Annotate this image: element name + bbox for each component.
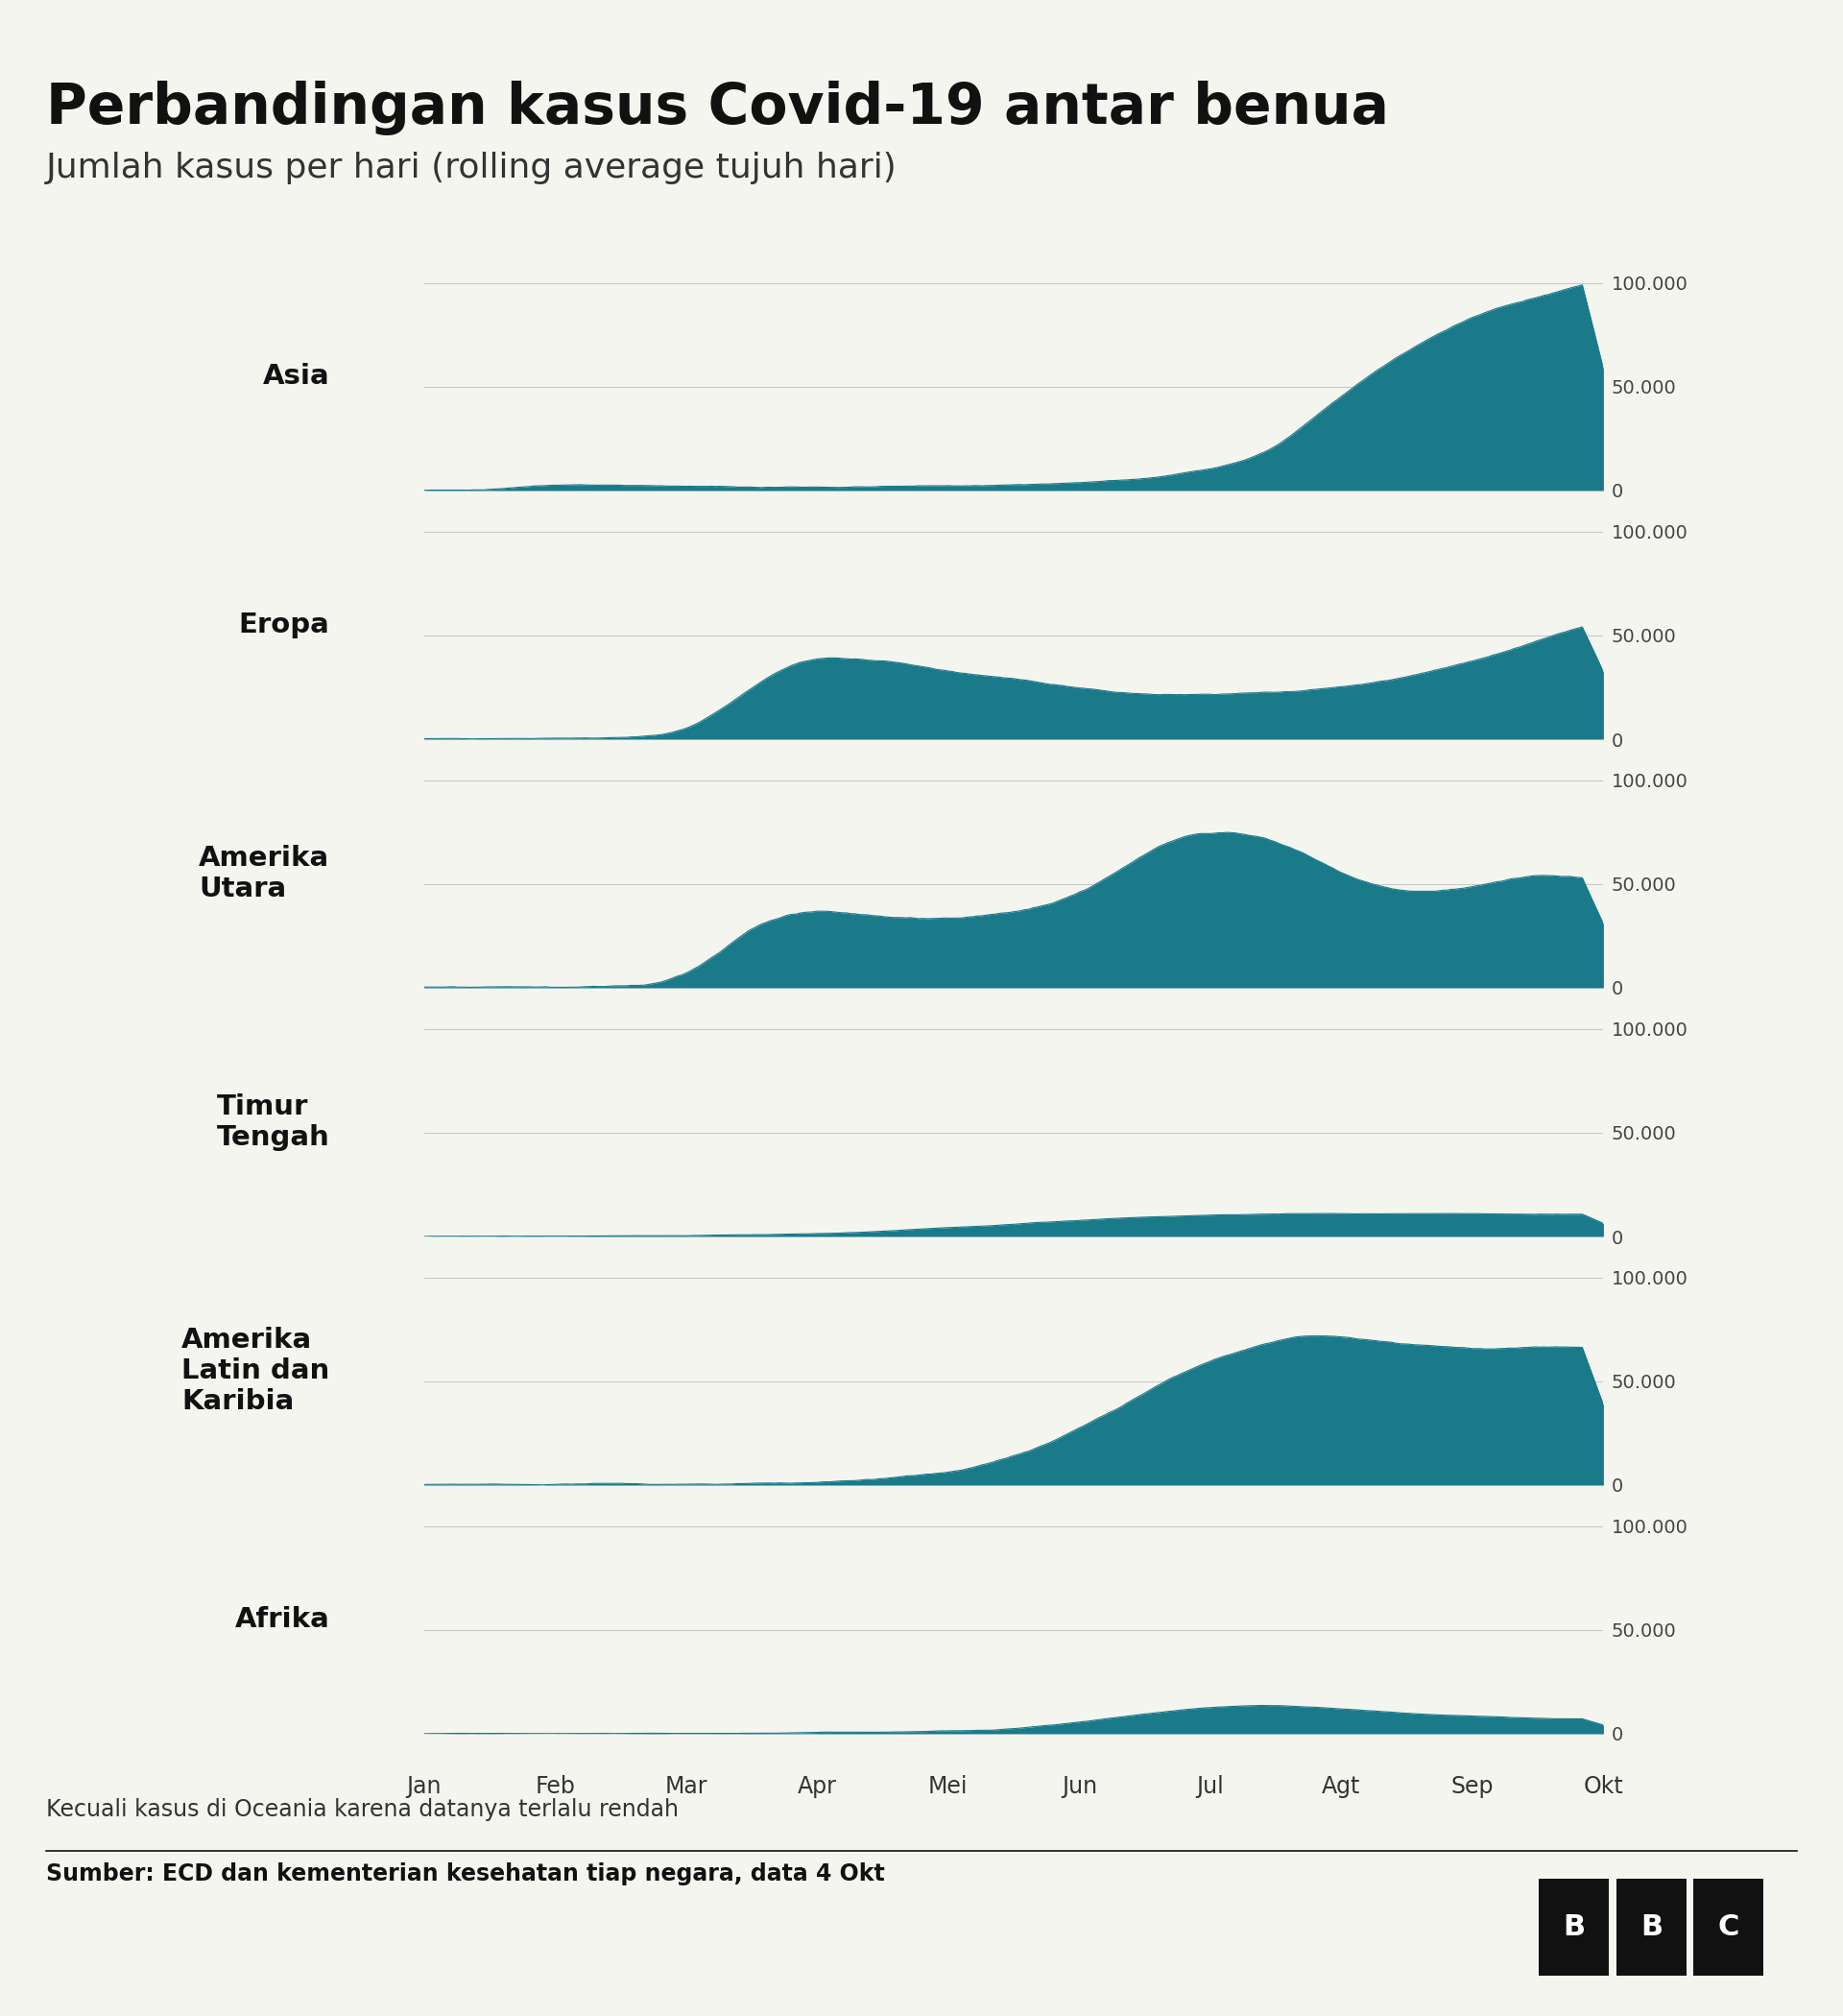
- Text: Mar: Mar: [665, 1774, 708, 1798]
- Text: Amerika
Latin dan
Karibia: Amerika Latin dan Karibia: [181, 1327, 330, 1415]
- Text: Jan: Jan: [405, 1774, 442, 1798]
- Text: C: C: [1718, 1913, 1740, 1941]
- Text: Sep: Sep: [1450, 1774, 1493, 1798]
- Text: Mei: Mei: [929, 1774, 968, 1798]
- Text: B: B: [1640, 1913, 1662, 1941]
- Text: Jumlah kasus per hari (rolling average tujuh hari): Jumlah kasus per hari (rolling average t…: [46, 151, 898, 183]
- Text: Asia: Asia: [264, 363, 330, 389]
- Text: Sumber: ECD dan kementerian kesehatan tiap negara, data 4 Okt: Sumber: ECD dan kementerian kesehatan ti…: [46, 1863, 885, 1885]
- Text: Jul: Jul: [1196, 1774, 1224, 1798]
- Text: Eropa: Eropa: [238, 611, 330, 639]
- Text: Timur
Tengah: Timur Tengah: [216, 1093, 330, 1151]
- Text: Agt: Agt: [1321, 1774, 1360, 1798]
- Text: Perbandingan kasus Covid-19 antar benua: Perbandingan kasus Covid-19 antar benua: [46, 81, 1390, 135]
- Text: Feb: Feb: [534, 1774, 575, 1798]
- Text: Okt: Okt: [1583, 1774, 1624, 1798]
- Text: B: B: [1563, 1913, 1585, 1941]
- Text: Apr: Apr: [798, 1774, 837, 1798]
- Text: Kecuali kasus di Oceania karena datanya terlalu rendah: Kecuali kasus di Oceania karena datanya …: [46, 1798, 678, 1820]
- Text: Afrika: Afrika: [234, 1607, 330, 1633]
- Text: Amerika
Utara: Amerika Utara: [199, 845, 330, 903]
- Text: Jun: Jun: [1062, 1774, 1097, 1798]
